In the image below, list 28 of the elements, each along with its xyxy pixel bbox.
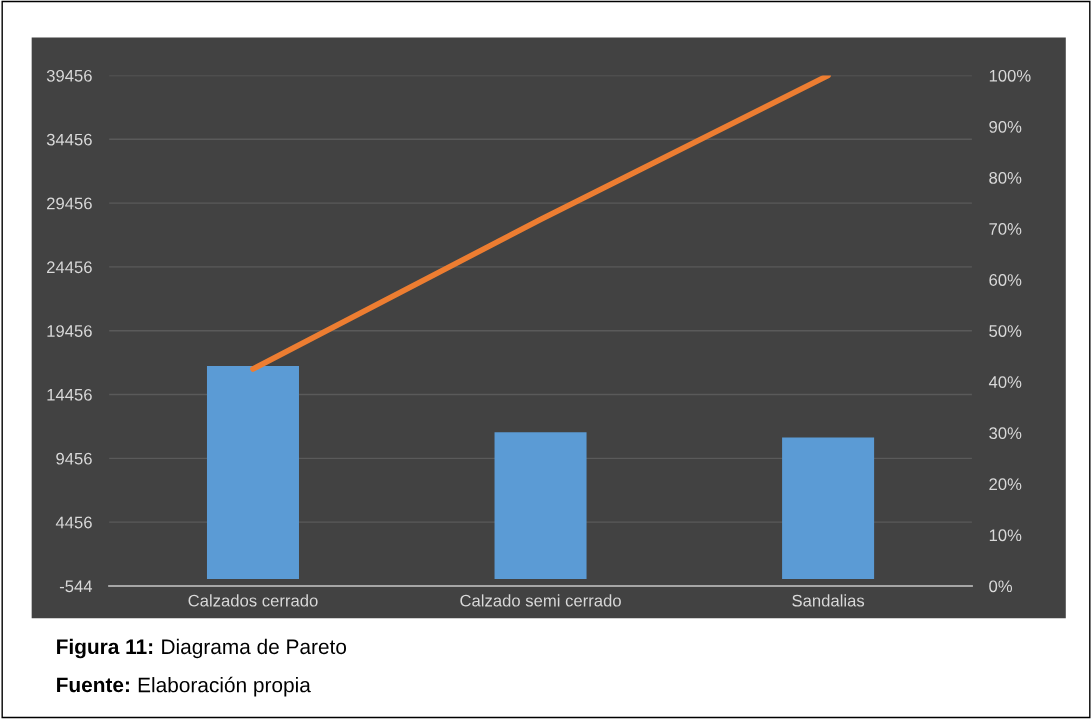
- y2-tick-label: 40%: [988, 376, 1022, 388]
- x-tick-label: Sandalias: [792, 594, 865, 607]
- x-tick-label: Calzado semi cerrado: [460, 594, 621, 607]
- y2-tick-label: 20%: [989, 478, 1022, 491]
- y-tick-label: 29456: [47, 197, 92, 210]
- y2-tick-label: 90%: [989, 120, 1022, 133]
- y-tick-label: 24456: [47, 261, 92, 274]
- bar: [206, 365, 299, 580]
- y2-tick-label: 60%: [989, 274, 1022, 286]
- bar: [782, 437, 875, 580]
- y2-tick-label: 50%: [989, 325, 1022, 337]
- y2-tick-label: 80%: [989, 171, 1022, 184]
- y2-tick-label: 70%: [989, 223, 1022, 235]
- y-tick-label: 9456: [56, 452, 92, 465]
- y2-tick-label: 30%: [989, 427, 1022, 440]
- y-tick-label: 39456: [46, 69, 92, 82]
- y-tick-label: -544: [59, 580, 93, 593]
- source-note: Fuente: Elaboración propia: [57, 676, 311, 697]
- y2-tick-label: 10%: [989, 529, 1022, 542]
- bar: [494, 432, 587, 580]
- x-tick-label: Calzados cerrado: [188, 594, 318, 607]
- y-tick-label: 34456: [46, 133, 92, 146]
- text: Figura 11: Diagrama de Pareto: [57, 638, 347, 659]
- y-tick-label: 4456: [55, 516, 92, 529]
- y2-tick-label: 0%: [989, 580, 1013, 593]
- y2-tick-label: 100%: [989, 69, 1031, 82]
- y-tick-label: 14456: [47, 388, 92, 401]
- y-tick-label: 19456: [47, 325, 92, 337]
